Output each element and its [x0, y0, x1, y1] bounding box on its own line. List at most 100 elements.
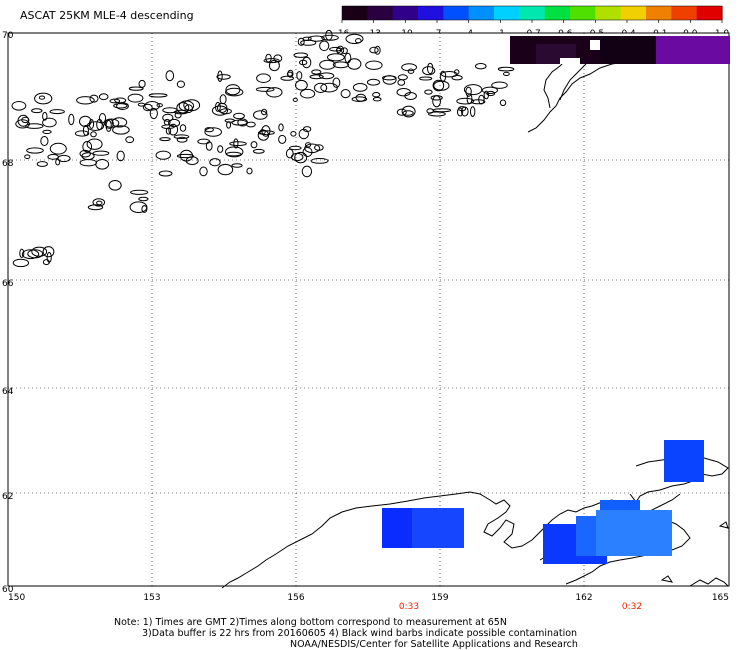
lake — [461, 106, 469, 117]
lake — [332, 61, 349, 69]
map-frame — [7, 32, 730, 587]
lake — [268, 59, 280, 72]
lake — [86, 138, 103, 150]
colorbar-swatch — [494, 6, 520, 20]
lake — [463, 84, 483, 96]
note-line-1: Note: 1) Times are GMT 2)Times along bot… — [114, 617, 507, 628]
lake — [231, 119, 248, 126]
lake — [86, 121, 105, 131]
colorbar-swatch — [570, 6, 596, 20]
lake — [396, 108, 407, 116]
lon-label: 150 — [8, 593, 25, 603]
lat-label: 64 — [2, 387, 14, 397]
lake — [19, 248, 25, 259]
lake — [297, 37, 305, 46]
lake — [319, 59, 336, 70]
lake — [503, 71, 510, 77]
colorbar-swatch — [696, 6, 723, 20]
lake — [266, 87, 283, 98]
lake — [141, 205, 148, 213]
lake — [38, 95, 46, 100]
lake — [428, 111, 446, 117]
lake — [42, 117, 57, 128]
lake — [57, 154, 71, 163]
lake — [138, 196, 149, 202]
lake — [79, 149, 91, 158]
lake — [216, 74, 231, 80]
colorbar-swatch — [392, 6, 419, 20]
lake — [293, 52, 309, 58]
colorbar-swatch — [342, 6, 368, 20]
lake — [34, 92, 53, 105]
coastline-islet-2 — [660, 575, 674, 583]
lake — [295, 79, 308, 91]
lake — [397, 79, 406, 86]
lake — [285, 148, 294, 159]
lake — [116, 102, 129, 110]
lake — [168, 118, 181, 128]
lake — [345, 33, 364, 45]
lake — [89, 94, 99, 103]
lake — [372, 92, 381, 98]
lake — [127, 93, 144, 103]
lake — [327, 53, 345, 62]
lon-label: 162 — [575, 593, 592, 603]
lake — [265, 53, 272, 63]
lake — [162, 107, 178, 114]
lake — [155, 150, 172, 160]
lake — [142, 103, 153, 112]
lake — [92, 150, 110, 156]
lake — [163, 118, 171, 126]
lake — [402, 110, 414, 116]
colorbar-swatch — [671, 6, 698, 20]
time-label: 0:33 — [399, 602, 419, 610]
lake — [374, 45, 381, 55]
lake — [149, 107, 158, 120]
lake — [246, 121, 256, 128]
lake — [42, 129, 52, 134]
lake — [258, 130, 275, 136]
lake — [176, 153, 194, 159]
lake — [179, 124, 187, 132]
colorbar-swatch — [418, 6, 444, 20]
coastline-southeast — [689, 577, 729, 587]
lake — [31, 246, 48, 257]
lake — [305, 142, 312, 148]
lake — [475, 62, 487, 70]
lake — [144, 101, 160, 111]
lake — [347, 58, 362, 70]
lake — [355, 93, 367, 102]
lake — [130, 189, 149, 195]
wind-swath — [382, 36, 730, 564]
lake — [125, 136, 135, 144]
coastline-islet-1 — [718, 521, 729, 529]
lake — [250, 141, 258, 149]
lake — [401, 105, 416, 118]
lakes — [11, 29, 515, 268]
lake — [90, 131, 97, 138]
lake — [185, 156, 199, 166]
lake — [27, 249, 44, 259]
lake — [113, 103, 128, 109]
lake — [422, 66, 436, 76]
lake — [231, 163, 243, 168]
lake — [246, 167, 253, 175]
lake — [314, 82, 328, 94]
swath-gap — [560, 58, 580, 64]
lake — [174, 111, 182, 119]
lake — [309, 74, 324, 80]
lake — [314, 144, 324, 151]
lake — [308, 35, 325, 42]
swath-cell — [664, 440, 704, 482]
lake — [233, 112, 245, 120]
lake — [302, 147, 313, 157]
lake — [419, 76, 433, 81]
lake — [162, 113, 174, 122]
lake — [112, 125, 130, 135]
lon-label: 165 — [712, 593, 729, 603]
lake — [98, 93, 109, 101]
lake — [17, 114, 30, 127]
lake — [49, 142, 67, 155]
lake — [294, 151, 308, 164]
lake — [299, 59, 308, 66]
